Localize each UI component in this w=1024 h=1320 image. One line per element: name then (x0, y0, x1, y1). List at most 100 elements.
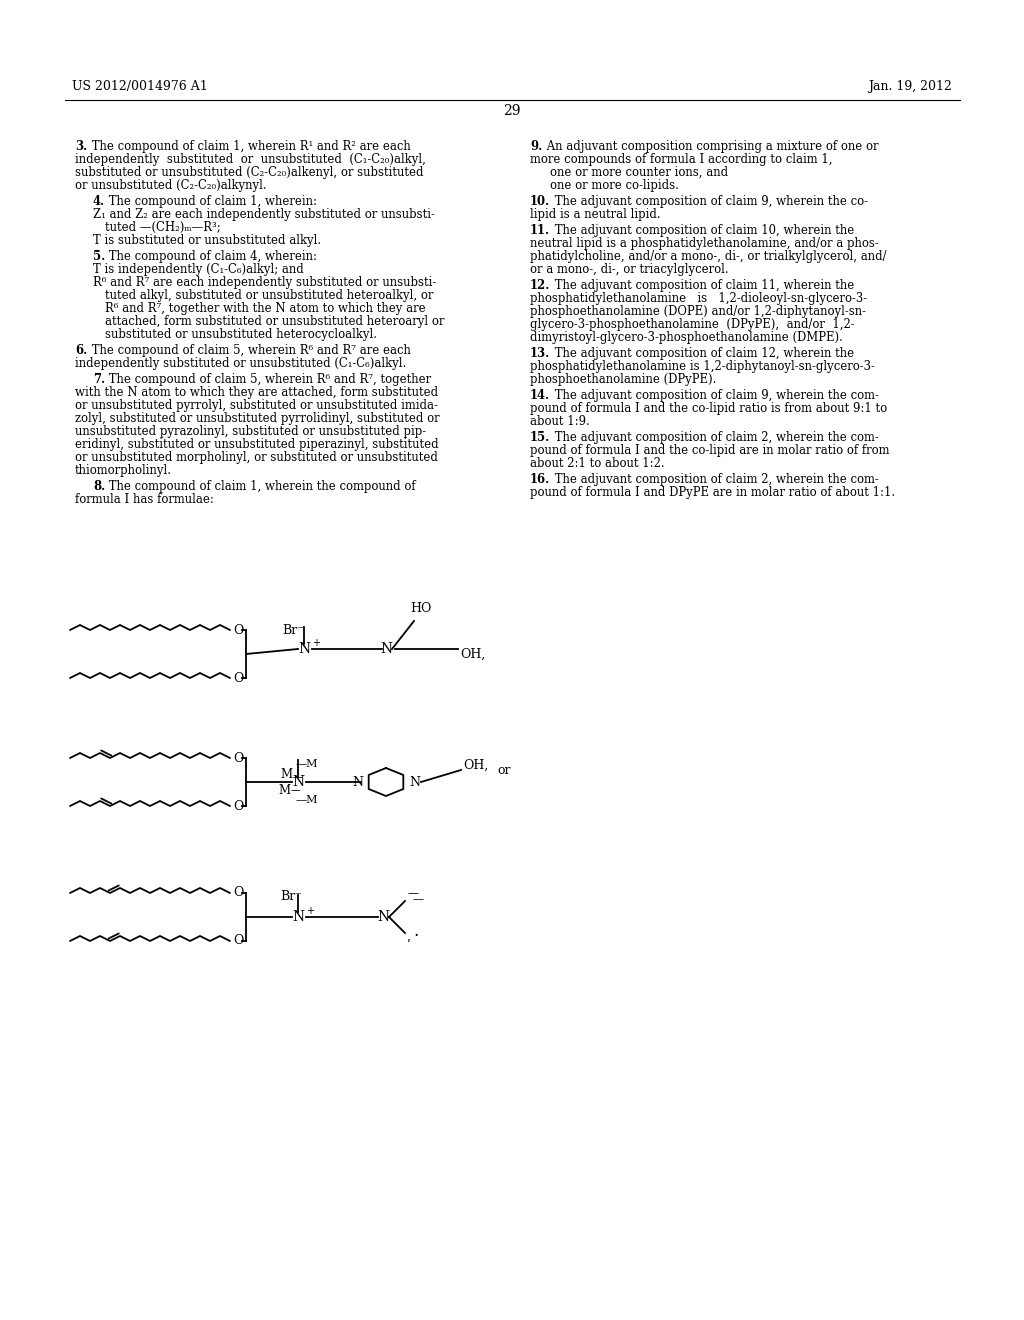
Text: phatidylcholine, and/or a mono-, di-, or trialkylglycerol, and/: phatidylcholine, and/or a mono-, di-, or… (530, 249, 887, 263)
Text: phosphoethanolamine (DPyPE).: phosphoethanolamine (DPyPE). (530, 374, 717, 385)
Text: N: N (352, 776, 362, 788)
Text: —: — (407, 888, 418, 898)
Text: Br⁻: Br⁻ (282, 624, 304, 638)
Text: unsubstituted pyrazolinyl, substituted or unsubstituted pip-: unsubstituted pyrazolinyl, substituted o… (75, 425, 426, 438)
Text: 8.: 8. (93, 480, 105, 492)
Text: +: + (312, 638, 319, 648)
Text: 5.: 5. (93, 249, 105, 263)
Text: The adjuvant composition of claim 9, wherein the com-: The adjuvant composition of claim 9, whe… (551, 389, 879, 403)
Text: independently substituted or unsubstituted (C₁-C₆)alkyl.: independently substituted or unsubstitut… (75, 356, 407, 370)
Text: one or more co-lipids.: one or more co-lipids. (550, 180, 679, 191)
Text: —: — (291, 785, 301, 795)
Text: O: O (233, 935, 244, 948)
Text: OH,: OH, (463, 759, 488, 771)
Text: —M: —M (296, 795, 318, 805)
Text: thiomorpholinyl.: thiomorpholinyl. (75, 465, 172, 477)
Text: Br⁻: Br⁻ (280, 891, 302, 903)
Text: O: O (233, 672, 244, 685)
Text: or unsubstituted (C₂-C₂₀)alkynyl.: or unsubstituted (C₂-C₂₀)alkynyl. (75, 180, 266, 191)
Text: The adjuvant composition of claim 11, wherein the: The adjuvant composition of claim 11, wh… (551, 279, 854, 292)
Text: one or more counter ions, and: one or more counter ions, and (550, 166, 728, 180)
Text: The adjuvant composition of claim 10, wherein the: The adjuvant composition of claim 10, wh… (551, 224, 854, 238)
Text: The compound of claim 4, wherein:: The compound of claim 4, wherein: (105, 249, 317, 263)
Text: O: O (233, 623, 244, 636)
Text: M: M (280, 768, 292, 781)
Text: O: O (233, 751, 244, 764)
Text: substituted or unsubstituted (C₂-C₂₀)alkenyl, or substituted: substituted or unsubstituted (C₂-C₂₀)alk… (75, 166, 424, 180)
Text: The adjuvant composition of claim 12, wherein the: The adjuvant composition of claim 12, wh… (551, 347, 854, 360)
Text: or a mono-, di-, or triacylglycerol.: or a mono-, di-, or triacylglycerol. (530, 263, 729, 276)
Text: The compound of claim 1, wherein the compound of: The compound of claim 1, wherein the com… (105, 480, 416, 492)
Text: —: — (293, 772, 303, 781)
Text: An adjuvant composition comprising a mixture of one or: An adjuvant composition comprising a mix… (543, 140, 879, 153)
Text: attached, form substituted or unsubstituted heteroaryl or: attached, form substituted or unsubstitu… (105, 315, 444, 327)
Text: R⁶ and R⁷ are each independently substituted or unsubsti-: R⁶ and R⁷ are each independently substit… (93, 276, 436, 289)
Text: Jan. 19, 2012: Jan. 19, 2012 (868, 81, 952, 92)
Text: —M: —M (296, 759, 318, 770)
Text: The compound of claim 1, wherein R¹ and R² are each: The compound of claim 1, wherein R¹ and … (88, 140, 411, 153)
Text: phosphatidylethanolamine is 1,2-diphytanoyl-sn-glycero-3-: phosphatidylethanolamine is 1,2-diphytan… (530, 360, 874, 374)
Text: 6.: 6. (75, 345, 87, 356)
Text: or: or (497, 763, 511, 776)
Text: The compound of claim 1, wherein:: The compound of claim 1, wherein: (105, 195, 317, 209)
Text: about 1:9.: about 1:9. (530, 414, 590, 428)
Text: O: O (233, 887, 244, 899)
Text: +: + (306, 906, 314, 916)
Text: US 2012/0014976 A1: US 2012/0014976 A1 (72, 81, 208, 92)
Text: N: N (377, 909, 389, 924)
Text: 16.: 16. (530, 473, 550, 486)
Text: more compounds of formula I according to claim 1,: more compounds of formula I according to… (530, 153, 833, 166)
Text: phosphatidylethanolamine   is   1,2-dioleoyl-sn-glycero-3-: phosphatidylethanolamine is 1,2-dioleoyl… (530, 292, 867, 305)
Text: ,: , (407, 931, 411, 944)
Text: neutral lipid is a phosphatidylethanolamine, and/or a phos-: neutral lipid is a phosphatidylethanolam… (530, 238, 879, 249)
Text: formula I has formulae:: formula I has formulae: (75, 492, 214, 506)
Text: 4.: 4. (93, 195, 105, 209)
Text: 10.: 10. (530, 195, 550, 209)
Text: 7.: 7. (93, 374, 105, 385)
Text: tuted —(CH₂)ₘ—R³;: tuted —(CH₂)ₘ—R³; (105, 220, 220, 234)
Text: substituted or unsubstituted heterocycloalkyl.: substituted or unsubstituted heterocyclo… (105, 327, 377, 341)
Text: N: N (380, 642, 392, 656)
Text: phosphoethanolamine (DOPE) and/or 1,2-diphytanoyl-sn-: phosphoethanolamine (DOPE) and/or 1,2-di… (530, 305, 866, 318)
Text: N: N (292, 775, 304, 789)
Text: 9.: 9. (530, 140, 543, 153)
Text: The adjuvant composition of claim 2, wherein the com-: The adjuvant composition of claim 2, whe… (551, 432, 879, 444)
Text: O: O (233, 800, 244, 813)
Text: HO: HO (410, 602, 431, 615)
Text: independently  substituted  or  unsubstituted  (C₁-C₂₀)alkyl,: independently substituted or unsubstitut… (75, 153, 426, 166)
Text: T is substituted or unsubstituted alkyl.: T is substituted or unsubstituted alkyl. (93, 234, 322, 247)
Text: with the N atom to which they are attached, form substituted: with the N atom to which they are attach… (75, 385, 438, 399)
Text: zolyl, substituted or unsubstituted pyrrolidinyl, substituted or: zolyl, substituted or unsubstituted pyrr… (75, 412, 439, 425)
Text: 29: 29 (503, 104, 521, 117)
Text: N: N (409, 776, 420, 788)
Text: or unsubstituted morpholinyl, or substituted or unsubstituted: or unsubstituted morpholinyl, or substit… (75, 451, 438, 465)
Text: Z₁ and Z₂ are each independently substituted or unsubsti-: Z₁ and Z₂ are each independently substit… (93, 209, 435, 220)
Text: 3.: 3. (75, 140, 87, 153)
Text: lipid is a neutral lipid.: lipid is a neutral lipid. (530, 209, 660, 220)
Text: dimyristoyl-glycero-3-phosphoethanolamine (DMPE).: dimyristoyl-glycero-3-phosphoethanolamin… (530, 331, 843, 345)
Text: pound of formula I and the co-lipid are in molar ratio of from: pound of formula I and the co-lipid are … (530, 444, 890, 457)
Text: tuted alkyl, substituted or unsubstituted heteroalkyl, or: tuted alkyl, substituted or unsubstitute… (105, 289, 433, 302)
Text: The compound of claim 5, wherein R⁶ and R⁷, together: The compound of claim 5, wherein R⁶ and … (105, 374, 431, 385)
Text: about 2:1 to about 1:2.: about 2:1 to about 1:2. (530, 457, 665, 470)
Text: 14.: 14. (530, 389, 550, 403)
Text: The compound of claim 5, wherein R⁶ and R⁷ are each: The compound of claim 5, wherein R⁶ and … (88, 345, 411, 356)
Text: or unsubstituted pyrrolyl, substituted or unsubstituted imida-: or unsubstituted pyrrolyl, substituted o… (75, 399, 438, 412)
Text: R⁶ and R⁷, together with the N atom to which they are: R⁶ and R⁷, together with the N atom to w… (105, 302, 426, 315)
Text: M: M (278, 784, 290, 796)
Text: 12.: 12. (530, 279, 550, 292)
Text: 15.: 15. (530, 432, 550, 444)
Text: The adjuvant composition of claim 9, wherein the co-: The adjuvant composition of claim 9, whe… (551, 195, 868, 209)
Text: pound of formula I and the co-lipid ratio is from about 9:1 to: pound of formula I and the co-lipid rati… (530, 403, 887, 414)
Text: pound of formula I and DPyPE are in molar ratio of about 1:1.: pound of formula I and DPyPE are in mola… (530, 486, 895, 499)
Text: .: . (413, 923, 418, 940)
Text: 13.: 13. (530, 347, 550, 360)
Text: T is independently (C₁-C₆)alkyl; and: T is independently (C₁-C₆)alkyl; and (93, 263, 304, 276)
Text: The adjuvant composition of claim 2, wherein the com-: The adjuvant composition of claim 2, whe… (551, 473, 879, 486)
Text: N: N (292, 909, 304, 924)
Text: eridinyl, substituted or unsubstituted piperazinyl, substituted: eridinyl, substituted or unsubstituted p… (75, 438, 438, 451)
Text: 11.: 11. (530, 224, 550, 238)
Text: glycero-3-phosphoethanolamine  (DPyPE),  and/or  1,2-: glycero-3-phosphoethanolamine (DPyPE), a… (530, 318, 855, 331)
Text: N: N (298, 642, 310, 656)
Text: —: — (413, 894, 424, 904)
